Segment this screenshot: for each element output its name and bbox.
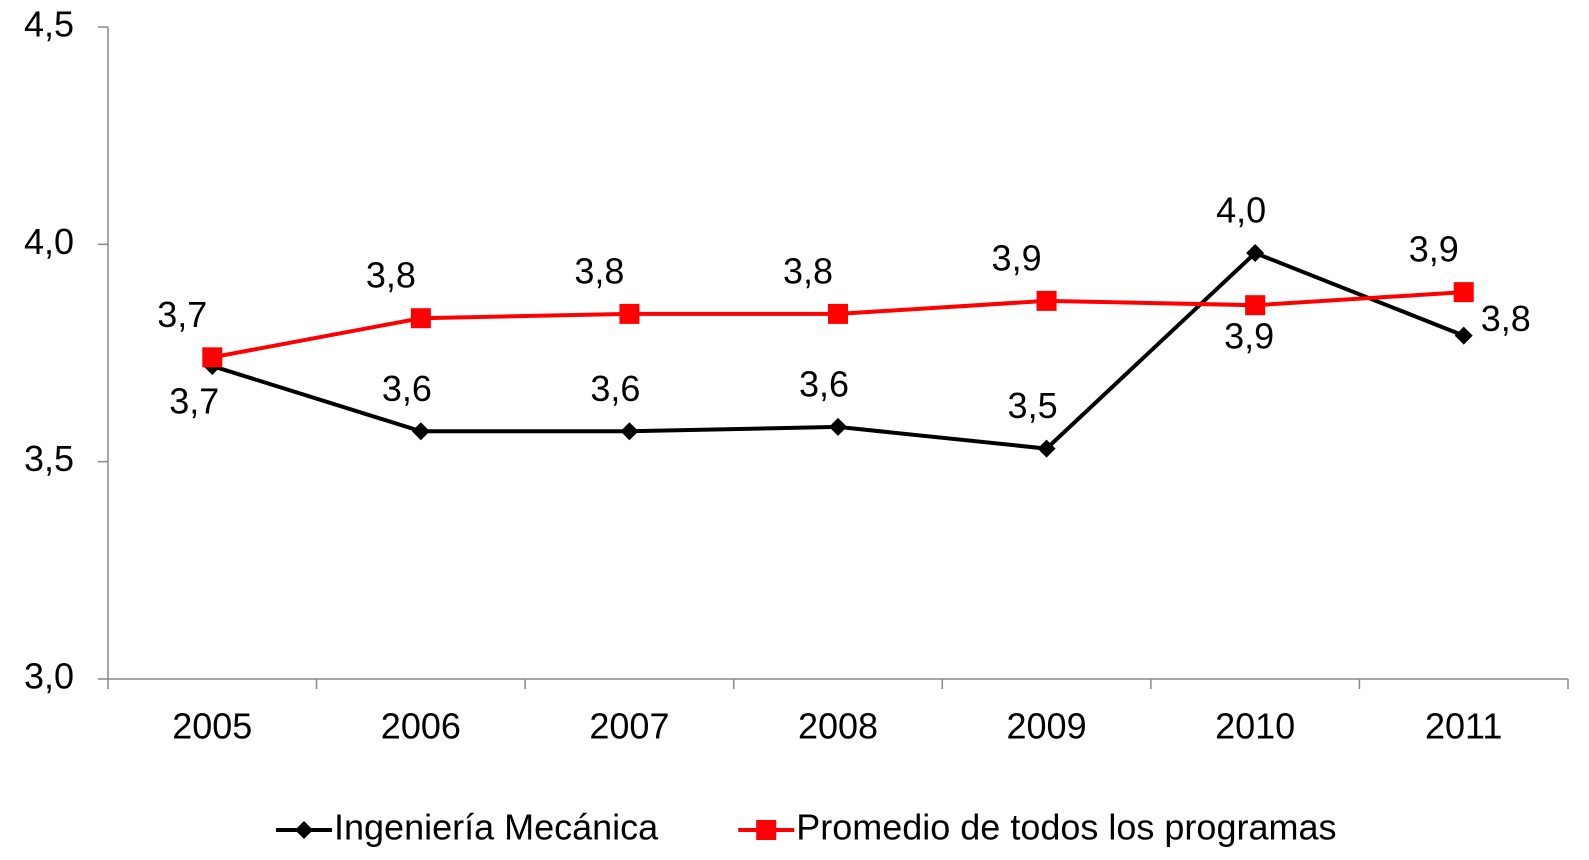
data-label: 3,9 — [1224, 316, 1274, 357]
x-tick-label: 2010 — [1215, 706, 1295, 747]
data-point — [619, 303, 640, 324]
series-line — [211, 290, 1464, 360]
data-label: 3,8 — [366, 255, 416, 296]
data-point — [411, 422, 430, 441]
legend-label: Promedio de todos los programas — [796, 807, 1336, 848]
data-label: 4,0 — [1216, 190, 1266, 231]
data-point — [1454, 326, 1473, 345]
data-label: 3,9 — [992, 237, 1042, 278]
x-tick-label: 2011 — [1425, 706, 1502, 747]
legend-label: Ingeniería Mecánica — [334, 807, 659, 848]
y-tick-label: 4,5 — [24, 4, 74, 45]
data-point — [1037, 439, 1056, 458]
data-point — [1453, 282, 1474, 303]
y-tick-label: 3,0 — [24, 656, 74, 697]
data-point — [1036, 290, 1057, 311]
data-point — [410, 308, 431, 329]
data-label: 3,9 — [1409, 229, 1459, 270]
data-label: 3,6 — [799, 363, 849, 404]
y-tick-label: 4,0 — [24, 221, 74, 262]
y-tick-label: 3,5 — [24, 438, 74, 479]
data-point — [202, 347, 223, 368]
data-label: 3,6 — [590, 368, 640, 409]
data-point — [620, 422, 639, 441]
data-label: 3,7 — [157, 294, 207, 335]
data-point — [1245, 295, 1266, 316]
data-label: 3,8 — [783, 250, 833, 291]
x-tick-label: 2006 — [381, 706, 461, 747]
legend-marker — [295, 821, 313, 839]
legend-marker — [756, 820, 777, 840]
data-label: 3,6 — [382, 368, 432, 409]
data-label: 3,5 — [1008, 385, 1058, 426]
data-point — [1246, 244, 1265, 263]
data-label: 3,8 — [574, 250, 624, 291]
data-point — [828, 303, 848, 324]
x-tick-label: 2009 — [1007, 706, 1087, 747]
data-label: 3,8 — [1481, 298, 1531, 339]
x-tick-label: 2005 — [172, 706, 252, 747]
x-tick-label: 2007 — [589, 706, 669, 747]
data-label: 3,7 — [169, 381, 219, 422]
x-tick-label: 2008 — [798, 706, 878, 747]
data-point — [829, 417, 847, 436]
